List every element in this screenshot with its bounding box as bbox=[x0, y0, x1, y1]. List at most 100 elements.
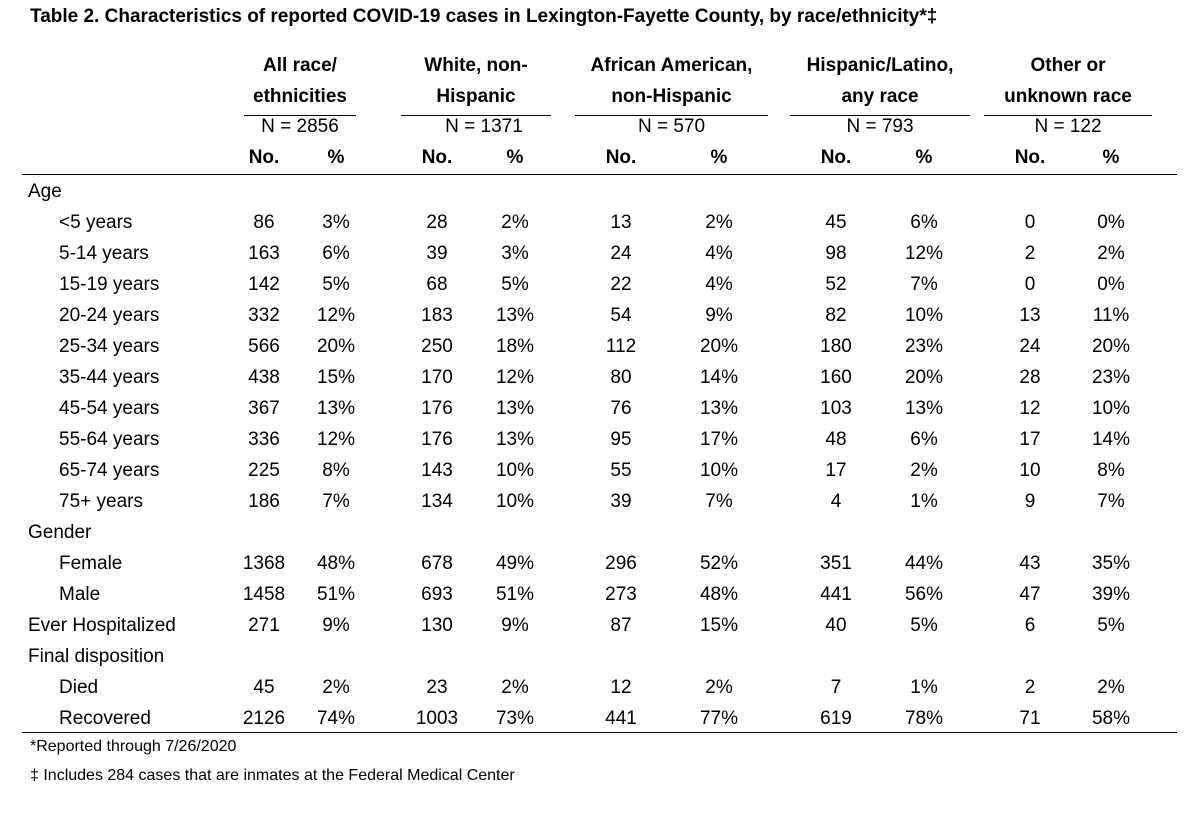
percent-cell: 74% bbox=[316, 708, 356, 729]
percent-cell: 6% bbox=[322, 243, 350, 264]
percent-cell: 4% bbox=[705, 274, 733, 295]
row-label: 25-34 years bbox=[59, 336, 160, 357]
group-n-white: N = 1371 bbox=[445, 116, 523, 137]
table-row: Ever Hospitalized 271 9% 130 9% 87 15% 40 5% 6 5% bbox=[0, 610, 1201, 641]
count-cell: 332 bbox=[248, 305, 280, 326]
group-header-line2: any race bbox=[841, 86, 919, 107]
footnote-inmates: ‡ Includes 284 cases that are inmates at… bbox=[30, 767, 515, 784]
col-header-no: No. bbox=[1014, 147, 1046, 168]
group-underline bbox=[790, 115, 970, 116]
count-cell: 95 bbox=[610, 429, 632, 450]
count-cell: 170 bbox=[421, 367, 453, 388]
row-label: 75+ years bbox=[59, 491, 143, 512]
percent-cell: 10% bbox=[904, 305, 944, 326]
group-header-line2: Hispanic bbox=[436, 86, 516, 107]
percent-cell: 51% bbox=[495, 584, 535, 605]
count-cell: 12 bbox=[610, 677, 632, 698]
count-cell: 13 bbox=[1019, 305, 1041, 326]
table-row: Age bbox=[0, 176, 1201, 207]
count-cell: 17 bbox=[1019, 429, 1041, 450]
count-cell: 4 bbox=[830, 491, 842, 512]
count-cell: 45 bbox=[825, 212, 847, 233]
count-cell: 0 bbox=[1024, 274, 1036, 295]
footnote-reported: *Reported through 7/26/2020 bbox=[30, 738, 237, 755]
row-label: 5-14 years bbox=[59, 243, 149, 264]
count-cell: 250 bbox=[421, 336, 453, 357]
count-cell: 271 bbox=[248, 615, 280, 636]
percent-cell: 56% bbox=[904, 584, 944, 605]
percent-cell: 14% bbox=[1091, 429, 1131, 450]
count-cell: 619 bbox=[820, 708, 852, 729]
percent-cell: 3% bbox=[501, 243, 529, 264]
percent-cell: 78% bbox=[904, 708, 944, 729]
percent-cell: 20% bbox=[904, 367, 944, 388]
count-cell: 1368 bbox=[242, 553, 286, 574]
group-header-hispanic: Hispanic/Latino, any race bbox=[790, 50, 970, 116]
group-underline bbox=[984, 115, 1152, 116]
percent-cell: 5% bbox=[501, 274, 529, 295]
percent-cell: 2% bbox=[705, 677, 733, 698]
count-cell: 39 bbox=[610, 491, 632, 512]
percent-cell: 35% bbox=[1091, 553, 1131, 574]
percent-cell: 39% bbox=[1091, 584, 1131, 605]
table-row: 15-19 years 142 5% 68 5% 22 4% 52 7% 0 0% bbox=[0, 269, 1201, 300]
percent-cell: 5% bbox=[322, 274, 350, 295]
percent-cell: 3% bbox=[322, 212, 350, 233]
count-cell: 52 bbox=[825, 274, 847, 295]
row-label: Male bbox=[59, 584, 101, 605]
count-cell: 86 bbox=[253, 212, 275, 233]
row-label: 65-74 years bbox=[59, 460, 160, 481]
percent-cell: 15% bbox=[316, 367, 356, 388]
count-cell: 186 bbox=[248, 491, 280, 512]
table-row: Gender bbox=[0, 517, 1201, 548]
percent-cell: 7% bbox=[910, 274, 938, 295]
col-header-pct: % bbox=[710, 147, 728, 168]
count-cell: 2126 bbox=[242, 708, 286, 729]
bottom-rule bbox=[22, 732, 1177, 733]
col-header-no: No. bbox=[605, 147, 637, 168]
percent-cell: 48% bbox=[316, 553, 356, 574]
percent-cell: 15% bbox=[699, 615, 739, 636]
percent-cell: 17% bbox=[699, 429, 739, 450]
table-row: 25-34 years 566 20% 250 18% 112 20% 180 23% 24 20% bbox=[0, 331, 1201, 362]
percent-cell: 52% bbox=[699, 553, 739, 574]
count-cell: 10 bbox=[1019, 460, 1041, 481]
percent-cell: 0% bbox=[1097, 212, 1125, 233]
table-row: 65-74 years 225 8% 143 10% 55 10% 17 2% 10 8% bbox=[0, 455, 1201, 486]
percent-cell: 7% bbox=[1097, 491, 1125, 512]
count-cell: 71 bbox=[1019, 708, 1041, 729]
count-cell: 163 bbox=[248, 243, 280, 264]
count-cell: 2 bbox=[1024, 243, 1036, 264]
table-row: Male 1458 51% 693 51% 273 48% 441 56% 47 39% bbox=[0, 579, 1201, 610]
count-cell: 7 bbox=[830, 677, 842, 698]
percent-cell: 13% bbox=[495, 305, 535, 326]
percent-cell: 2% bbox=[910, 460, 938, 481]
percent-cell: 10% bbox=[495, 491, 535, 512]
row-label: 15-19 years bbox=[59, 274, 160, 295]
count-cell: 28 bbox=[1019, 367, 1041, 388]
percent-cell: 10% bbox=[495, 460, 535, 481]
count-cell: 28 bbox=[426, 212, 448, 233]
group-header-line1: Other or bbox=[1030, 55, 1106, 76]
count-cell: 441 bbox=[605, 708, 637, 729]
percent-cell: 8% bbox=[322, 460, 350, 481]
count-cell: 6 bbox=[1024, 615, 1036, 636]
percent-cell: 58% bbox=[1091, 708, 1131, 729]
percent-cell: 12% bbox=[904, 243, 944, 264]
percent-cell: 10% bbox=[699, 460, 739, 481]
percent-cell: 9% bbox=[501, 615, 529, 636]
table-row: 5-14 years 163 6% 39 3% 24 4% 98 12% 2 2% bbox=[0, 238, 1201, 269]
percent-cell: 14% bbox=[699, 367, 739, 388]
percent-cell: 9% bbox=[705, 305, 733, 326]
table-row: Recovered 2126 74% 1003 73% 441 77% 619 78% 71 58% bbox=[0, 703, 1201, 734]
count-cell: 273 bbox=[605, 584, 637, 605]
percent-cell: 8% bbox=[1097, 460, 1125, 481]
group-n-other: N = 122 bbox=[1034, 116, 1102, 137]
group-header-line2: ethnicities bbox=[253, 86, 347, 107]
count-cell: 176 bbox=[421, 398, 453, 419]
count-cell: 43 bbox=[1019, 553, 1041, 574]
percent-cell: 77% bbox=[699, 708, 739, 729]
table-row: 20-24 years 332 12% 183 13% 54 9% 82 10% 13 11% bbox=[0, 300, 1201, 331]
row-label: 55-64 years bbox=[59, 429, 160, 450]
count-cell: 22 bbox=[610, 274, 632, 295]
